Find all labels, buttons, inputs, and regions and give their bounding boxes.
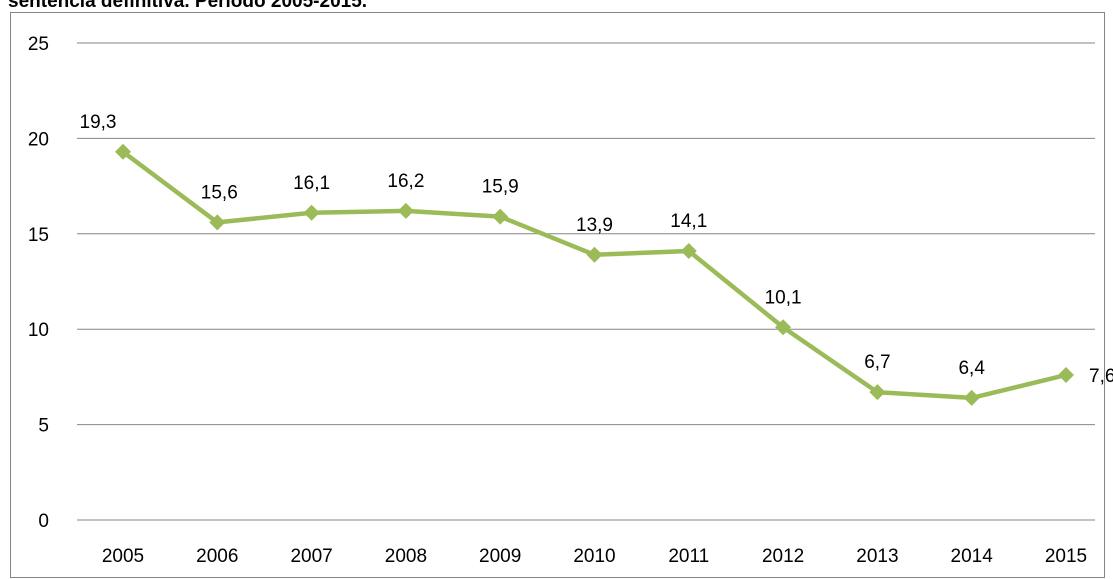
y-tick-label: 5: [38, 416, 49, 437]
y-axis-tick-labels: 0 5 10 15 20 25: [28, 34, 49, 532]
y-tick-label: 20: [28, 129, 49, 150]
data-label: 6,7: [864, 352, 890, 373]
chart-title: sentencia definitiva. Período 2005-2015.: [8, 0, 368, 12]
series-line: [120, 149, 1069, 401]
data-point-marker: [963, 389, 980, 406]
x-tick-label: 2014: [951, 546, 994, 567]
data-point-marker: [303, 204, 320, 221]
data-label: 15,6: [201, 182, 238, 203]
data-label: 7,6: [1089, 366, 1113, 387]
data-label: 6,4: [958, 358, 985, 379]
data-point-marker: [680, 242, 697, 259]
data-label: 15,9: [482, 177, 519, 198]
data-point-marker: [775, 319, 792, 336]
chart-frame: [10, 12, 1105, 578]
x-tick-label: 2012: [762, 546, 804, 567]
y-tick-label: 25: [28, 34, 49, 55]
data-point-marker: [869, 384, 886, 401]
data-label: 16,2: [387, 171, 424, 192]
x-tick-label: 2007: [290, 546, 332, 567]
data-point-marker: [586, 246, 603, 263]
x-tick-label: 2009: [479, 546, 521, 567]
y-tick-label: 0: [38, 511, 49, 532]
data-label: 16,1: [293, 173, 330, 194]
gridlines: [77, 42, 1095, 521]
y-tick-label: 15: [28, 225, 49, 246]
data-point-marker: [397, 202, 414, 219]
data-label: 19,3: [80, 112, 117, 133]
x-tick-label: 2013: [856, 546, 898, 567]
data-markers: [115, 143, 1074, 406]
data-label: 10,1: [765, 287, 802, 308]
data-label: 14,1: [670, 211, 707, 232]
x-tick-label: 2015: [1045, 546, 1087, 567]
data-point-marker: [1058, 366, 1074, 383]
x-tick-label: 2006: [196, 546, 238, 567]
data-point-marker: [492, 208, 509, 225]
x-axis-tick-labels: 2005 2006 2007 2008 2009 2010 2011 2012 2013 2014…: [102, 546, 1087, 567]
data-labels: 19,3 15,6 16,1 16,2 15,9 13,9 14,1 10,1 6,7 6,4 7,…: [80, 112, 1113, 387]
data-point-marker: [209, 214, 226, 231]
x-tick-label: 2011: [668, 546, 709, 567]
x-tick-label: 2008: [385, 546, 427, 567]
y-tick-label: 10: [28, 320, 49, 341]
data-label: 13,9: [576, 215, 613, 236]
x-tick-label: 2005: [102, 546, 144, 567]
data-point-marker: [115, 143, 131, 160]
x-tick-label: 2010: [573, 546, 615, 567]
series-line-group: [120, 149, 1069, 401]
